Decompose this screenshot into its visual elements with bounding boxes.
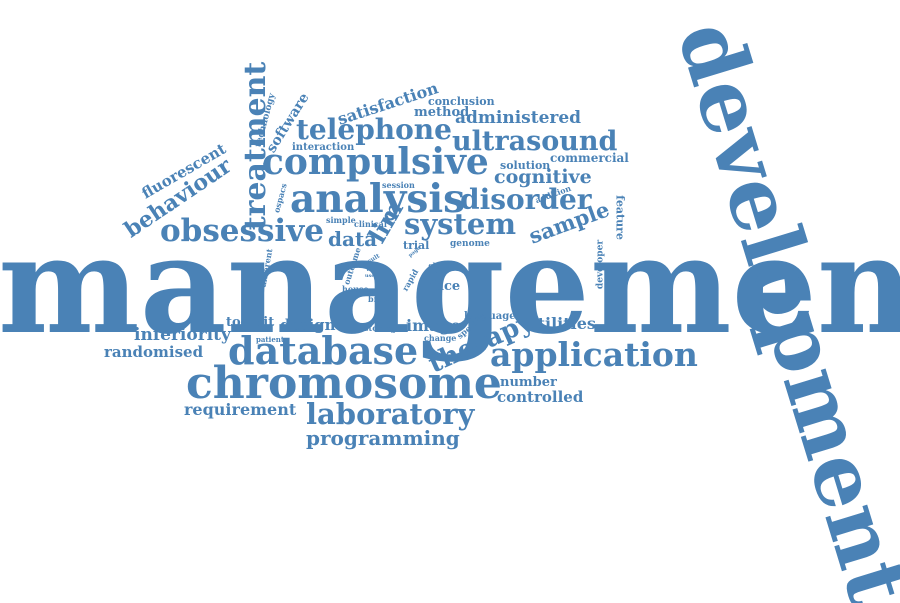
word-application: application xyxy=(490,335,698,374)
word-house: house xyxy=(342,284,369,294)
word-inferiority: inferiority xyxy=(134,325,231,345)
word-data: data xyxy=(328,227,378,251)
word-brown: brown xyxy=(368,294,396,304)
word-method: method xyxy=(414,105,470,120)
word-management: management xyxy=(0,206,900,364)
word-session: session xyxy=(382,180,415,190)
word-laboratory: laboratory xyxy=(306,397,475,431)
word-ultrasound: ultrasound xyxy=(452,126,618,157)
word-analysis: analysis xyxy=(290,176,466,222)
word-storing: storing xyxy=(364,323,397,333)
word-clone: clone xyxy=(428,261,450,270)
word-design: design xyxy=(280,316,336,334)
word-solution: solution xyxy=(500,159,551,172)
word-programming: programming xyxy=(306,426,460,450)
word-controlled: controlled xyxy=(497,388,584,406)
word-chromosome: chromosome xyxy=(186,358,502,409)
word-user: user xyxy=(364,273,378,279)
word-change: change xyxy=(424,333,457,343)
word-trial: trial xyxy=(403,239,430,252)
word-utilities: utilities xyxy=(526,314,596,333)
word-telephone: telephone xyxy=(296,113,452,146)
word-number: number xyxy=(500,375,557,390)
word-language: language xyxy=(464,311,516,322)
word-randomised: randomised xyxy=(104,343,204,361)
word-commercial: commercial xyxy=(550,151,629,165)
word-interaction: interaction xyxy=(292,142,355,153)
word-patient: patient xyxy=(256,335,285,344)
word-cognitive: cognitive xyxy=(494,166,592,188)
word-genome: genome xyxy=(450,239,490,249)
word-conclusion: conclusion xyxy=(428,95,495,108)
word-compulsive: compulsive xyxy=(262,141,489,183)
word-clinical: clinical xyxy=(354,219,387,229)
word-image: image xyxy=(406,316,461,335)
word-administered: administered xyxy=(455,108,582,128)
word-simple: simple xyxy=(326,215,356,225)
word-disorder: disorder xyxy=(460,183,592,216)
word-feature: feature xyxy=(613,195,627,240)
word-tool: tool xyxy=(366,267,378,273)
word-obsessive: obsessive xyxy=(160,213,324,249)
word-database: database xyxy=(228,328,419,373)
word-face: face xyxy=(430,279,461,294)
word-requirement: requirement xyxy=(184,400,297,419)
word-toolkit: toolkit xyxy=(226,315,275,330)
word-ratio: ratio xyxy=(432,269,446,275)
word-system: system xyxy=(404,207,517,241)
word-developer: developer xyxy=(595,239,606,290)
